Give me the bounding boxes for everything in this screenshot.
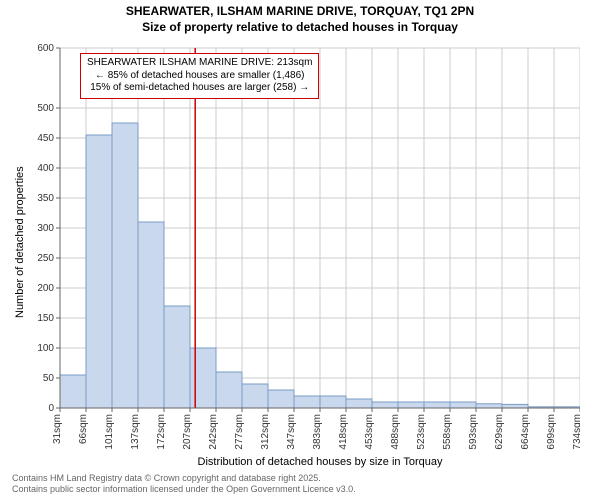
histogram-bar (346, 399, 372, 408)
histogram-bar (86, 135, 112, 408)
svg-text:277sqm: 277sqm (234, 414, 245, 450)
histogram-bar (164, 306, 190, 408)
title-line-1: SHEARWATER, ILSHAM MARINE DRIVE, TORQUAY… (0, 4, 600, 20)
svg-text:600: 600 (37, 43, 54, 54)
histogram-bar (268, 390, 294, 408)
svg-text:207sqm: 207sqm (182, 414, 193, 450)
title-line-2: Size of property relative to detached ho… (0, 20, 600, 36)
histogram-bar (502, 404, 528, 408)
svg-text:593sqm: 593sqm (468, 414, 479, 450)
svg-text:347sqm: 347sqm (286, 414, 297, 450)
svg-text:383sqm: 383sqm (312, 414, 323, 450)
marker-annotation: SHEARWATER ILSHAM MARINE DRIVE: 213sqm ←… (80, 53, 319, 99)
histogram-bar (476, 404, 502, 408)
histogram-bar (450, 402, 476, 408)
svg-text:101sqm: 101sqm (104, 414, 115, 450)
svg-text:137sqm: 137sqm (130, 414, 141, 450)
histogram-bar (372, 402, 398, 408)
svg-text:100: 100 (37, 343, 54, 354)
histogram-bar (112, 123, 138, 408)
svg-text:312sqm: 312sqm (260, 414, 271, 450)
svg-text:300: 300 (37, 223, 54, 234)
histogram-bar (242, 384, 268, 408)
svg-text:242sqm: 242sqm (208, 414, 219, 450)
footer-attribution: Contains HM Land Registry data © Crown c… (12, 473, 356, 496)
svg-text:418sqm: 418sqm (338, 414, 349, 450)
histogram-chart: 0 50 100 150 200 250 300 350 400 450 500 600 31sqm 66… (20, 43, 580, 463)
svg-text:523sqm: 523sqm (416, 414, 427, 450)
svg-text:450: 450 (37, 133, 54, 144)
histogram-bar (320, 396, 346, 408)
histogram-bar (424, 402, 450, 408)
histogram-bar (190, 348, 216, 408)
svg-text:664sqm: 664sqm (520, 414, 531, 450)
footer-line-2: Contains public sector information licen… (12, 484, 356, 496)
histogram-bar (60, 375, 86, 408)
histogram-bar (216, 372, 242, 408)
svg-text:150: 150 (37, 313, 54, 324)
chart-title: SHEARWATER, ILSHAM MARINE DRIVE, TORQUAY… (0, 0, 600, 35)
y-axis-label: Number of detached properties (14, 166, 26, 318)
footer-line-1: Contains HM Land Registry data © Crown c… (12, 473, 356, 485)
annotation-line-1: SHEARWATER ILSHAM MARINE DRIVE: 213sqm (87, 57, 312, 70)
svg-text:734sqm: 734sqm (572, 414, 580, 450)
svg-text:172sqm: 172sqm (156, 414, 167, 450)
svg-text:400: 400 (37, 163, 54, 174)
svg-text:488sqm: 488sqm (390, 414, 401, 450)
svg-text:453sqm: 453sqm (364, 414, 375, 450)
histogram-bar (294, 396, 320, 408)
annotation-line-2: ← 85% of detached houses are smaller (1,… (87, 70, 312, 83)
svg-text:31sqm: 31sqm (52, 414, 63, 444)
histogram-bar (398, 402, 424, 408)
svg-text:50: 50 (43, 373, 55, 384)
svg-text:350: 350 (37, 193, 54, 204)
svg-text:200: 200 (37, 283, 54, 294)
svg-text:699sqm: 699sqm (546, 414, 557, 450)
svg-text:250: 250 (37, 253, 54, 264)
svg-text:500: 500 (37, 103, 54, 114)
histogram-bar (138, 222, 164, 408)
svg-text:558sqm: 558sqm (442, 414, 453, 450)
svg-text:629sqm: 629sqm (494, 414, 505, 450)
x-axis-label: Distribution of detached houses by size … (60, 456, 580, 468)
svg-text:66sqm: 66sqm (78, 414, 89, 444)
annotation-line-3: 15% of semi-detached houses are larger (… (87, 82, 312, 95)
svg-text:0: 0 (48, 403, 54, 414)
